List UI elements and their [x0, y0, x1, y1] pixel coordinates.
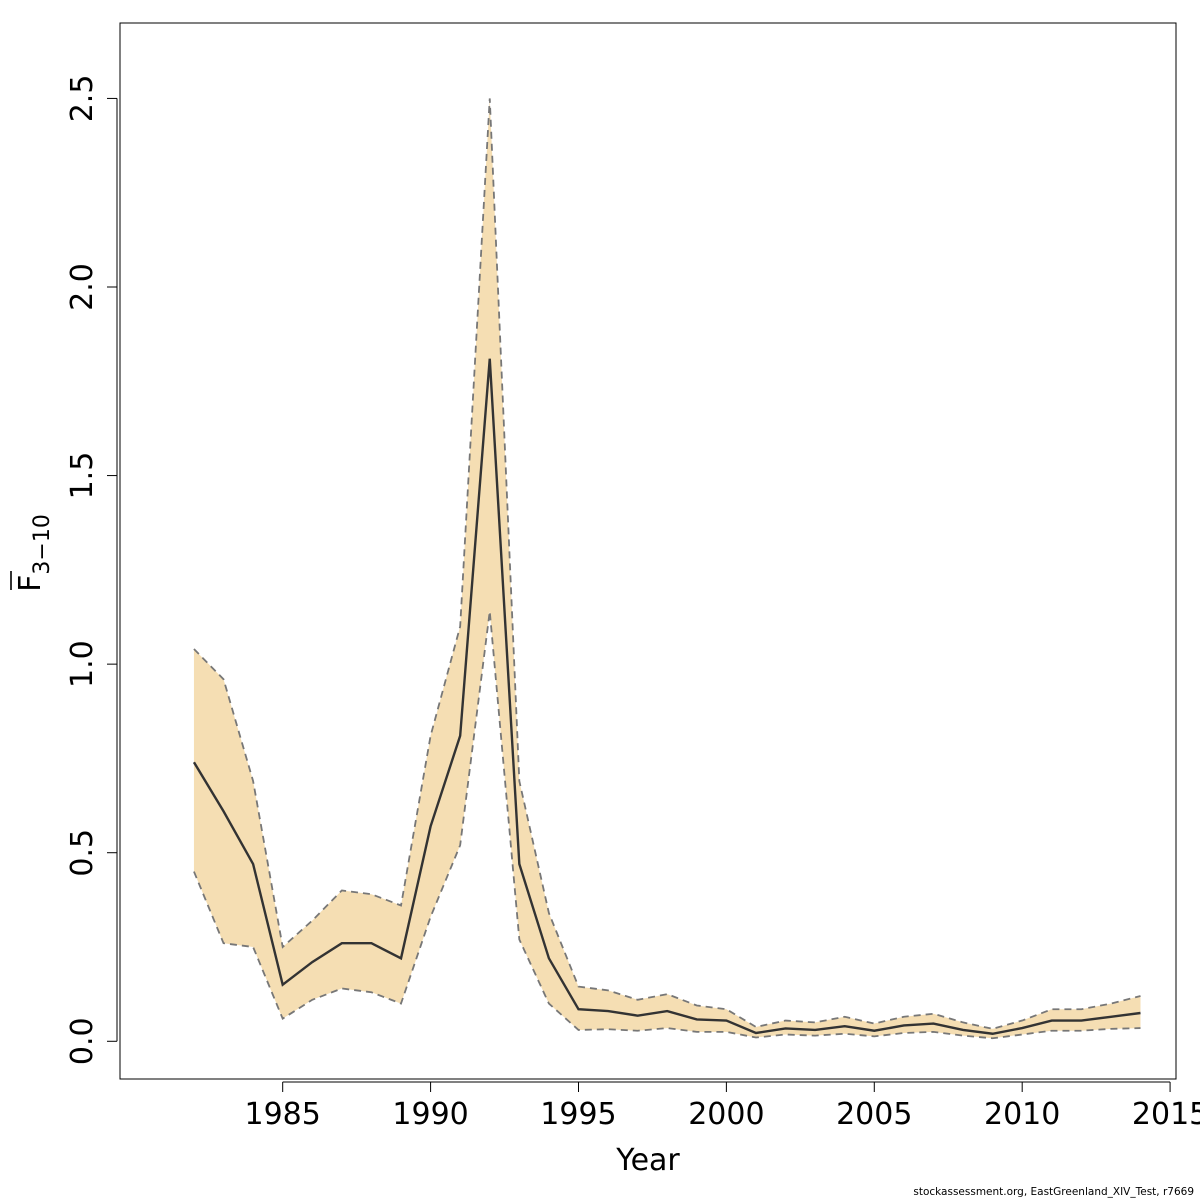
y-tick-label: 0.5 [65, 829, 100, 877]
confidence-band-layer [193, 98, 1141, 1039]
series-line-layer [192, 98, 1141, 1040]
upper-bound-line [193, 98, 1141, 1030]
estimate-line [192, 358, 1141, 1035]
footnote: stockassessment.org, EastGreenland_XIV_T… [913, 1186, 1194, 1198]
y-tick-label: 2.5 [65, 75, 100, 123]
y-tick-label: 0.0 [65, 1017, 100, 1065]
y-tick-label: 2.0 [65, 263, 100, 311]
x-tick-label: 2005 [836, 1097, 912, 1132]
x-axis-title: Year [615, 1143, 680, 1178]
x-tick-label: 1985 [245, 1097, 321, 1132]
x-tick-label: 2000 [688, 1097, 764, 1132]
x-tick-label: 1990 [392, 1097, 468, 1132]
x-tick-label: 2010 [984, 1097, 1060, 1132]
x-tick-label: 2015 [1132, 1097, 1200, 1132]
confidence-band [193, 98, 1141, 1039]
y-axis-title: F3−10 [13, 514, 55, 592]
y-tick-label: 1.0 [65, 640, 100, 688]
plot-frame [119, 22, 1177, 1080]
y-tick-label: 1.5 [65, 452, 100, 500]
x-tick-label: 1995 [540, 1097, 616, 1132]
x-axis: 1985 1990 1995 2000 2005 2010 2015 [245, 1081, 1200, 1132]
y-axis-title-main: F [13, 575, 48, 592]
y-axis: 0.0 0.5 1.0 1.5 2.0 2.5 [65, 75, 118, 1065]
y-axis-title-subscript: 3−10 [30, 514, 55, 574]
lower-bound-line [193, 611, 1141, 1040]
